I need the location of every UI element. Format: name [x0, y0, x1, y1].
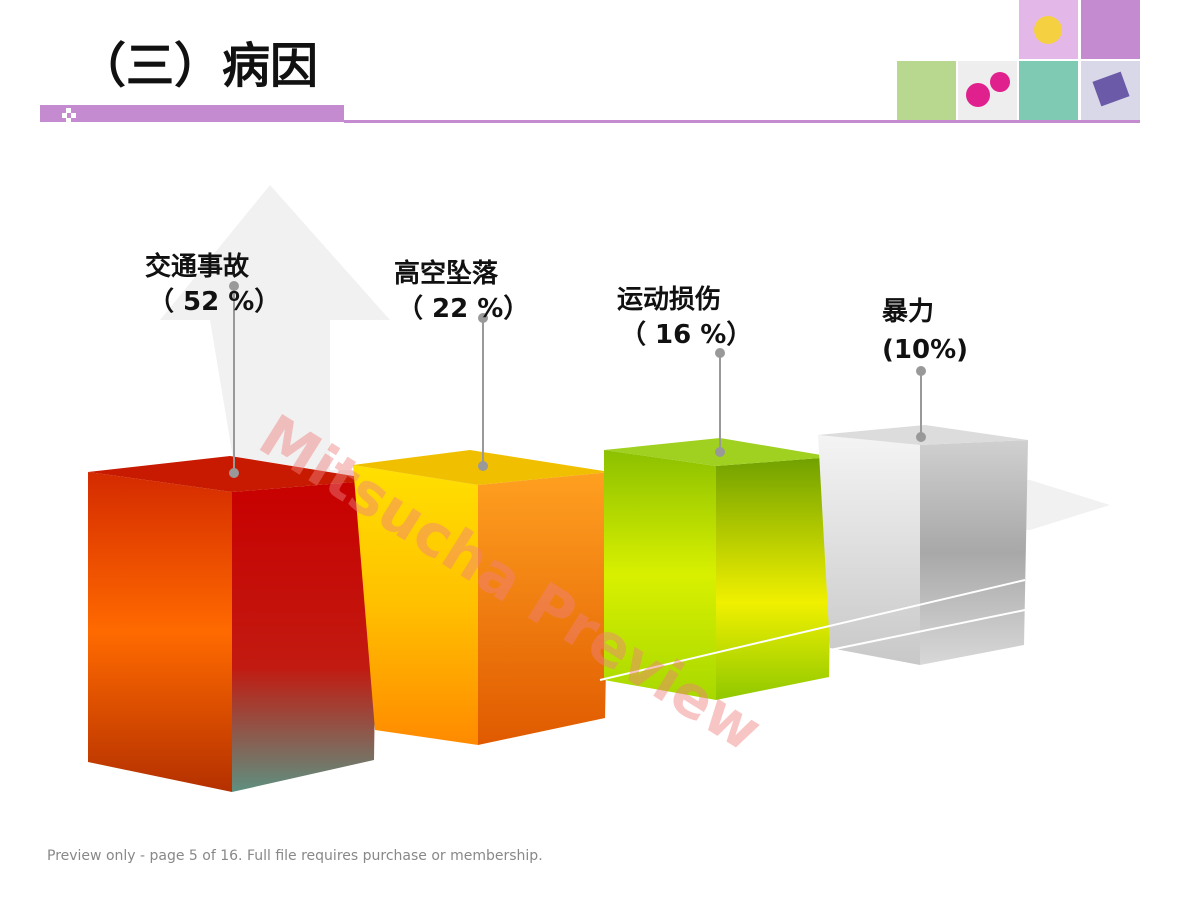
item-name: 交通事故 — [145, 251, 249, 282]
header-bar — [40, 105, 344, 122]
box — [818, 425, 1028, 665]
decor-line — [599, 579, 1026, 681]
item-percent: (10%) — [882, 335, 968, 365]
bar-ornament — [62, 108, 76, 122]
decor-tiles — [897, 0, 1140, 120]
title: （三）病因 — [78, 38, 318, 94]
pointers — [229, 281, 926, 478]
item-name: 运动损伤 — [617, 285, 721, 315]
footer-note: Preview only - page 5 of 16. Full file r… — [47, 848, 543, 864]
item-percent: （ 52 %） — [148, 287, 280, 317]
item-name: 暴力 — [882, 297, 934, 327]
item-name: 高空坠落 — [394, 258, 499, 289]
item-percent: （ 22 %） — [397, 294, 529, 324]
item-percent: （ 16 %） — [620, 320, 752, 350]
